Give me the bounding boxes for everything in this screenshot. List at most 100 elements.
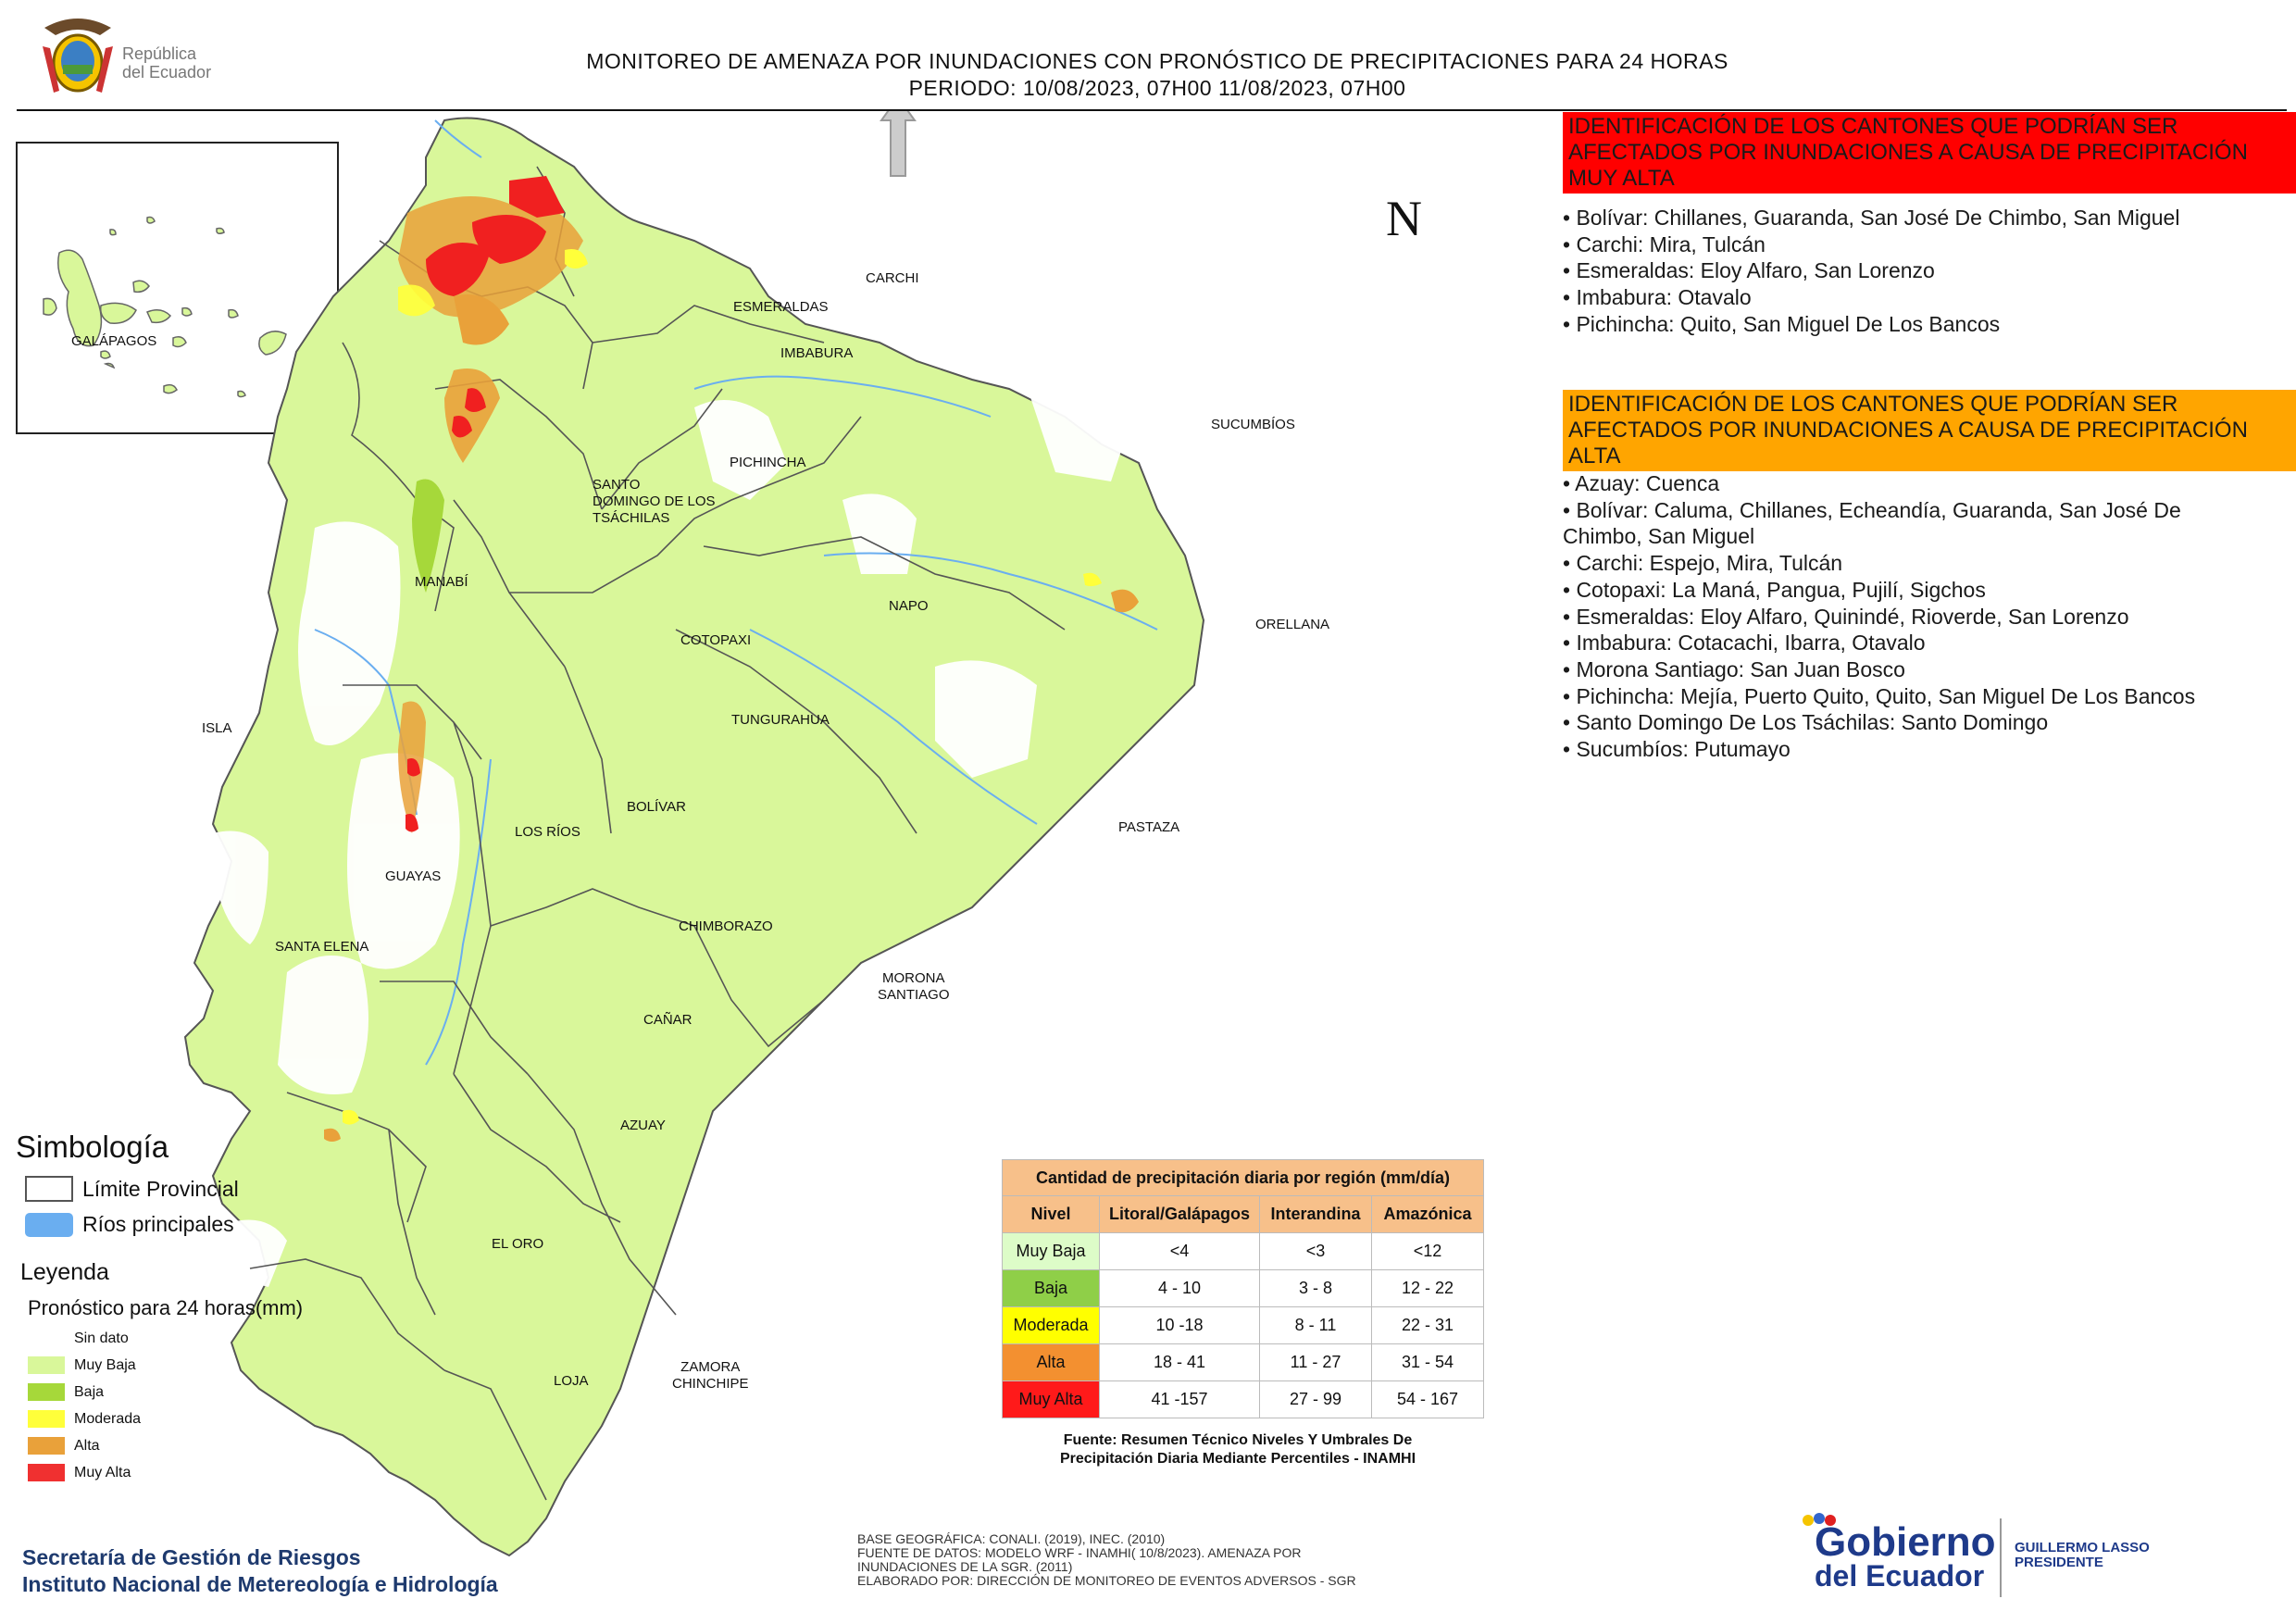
province-pichincha: PICHINCHA	[730, 455, 806, 470]
list-item: • Pichincha: Quito, San Miguel De Los Ba…	[1563, 311, 2001, 336]
legend-item: Muy Baja	[28, 1356, 136, 1374]
table-cell: Muy Baja	[1002, 1232, 1100, 1270]
province-loja: LOJA	[554, 1373, 589, 1389]
panel-alta-list: • Azuay: Cuenca • Bolívar: Caluma, Chill…	[1563, 470, 2195, 763]
list-item: • Morona Santiago: San Juan Bosco	[1563, 656, 1905, 681]
table-cell: Alta	[1002, 1343, 1100, 1381]
table-source: Fuente: Resumen Técnico Niveles Y Umbral…	[1002, 1431, 1474, 1468]
table-title: Cantidad de precipitación diaria por reg…	[1002, 1159, 1484, 1196]
credit-line: FUENTE DE DATOS: MODELO WRF - INAMHI( 10…	[857, 1545, 1302, 1560]
morona-line1: MORONA	[882, 970, 945, 986]
legend-item: Muy Alta	[28, 1464, 131, 1481]
table-row: Baja 4 - 10 3 - 8 12 - 22	[1002, 1269, 1484, 1307]
coat-of-arms-logo	[35, 9, 120, 100]
legend-rios-label: Ríos principales	[82, 1212, 234, 1236]
legend-limite-label: Límite Provincial	[82, 1176, 239, 1201]
table-cell: <4	[1099, 1232, 1260, 1270]
gov-line1: Gobierno	[1815, 1519, 1996, 1565]
province-carchi: CARCHI	[866, 270, 919, 286]
title-line1: MONITOREO DE AMENAZA POR INUNDACIONES CO…	[586, 49, 1728, 73]
swatch-sin-dato	[28, 1330, 65, 1347]
table-row: Muy Alta 41 -157 27 - 99 54 - 167	[1002, 1380, 1484, 1418]
province-morona-santiago: MORONA SANTIAGO	[878, 970, 950, 1004]
agency-line2: Instituto Nacional de Metereología e Hid…	[22, 1572, 498, 1596]
title-line2: PERIODO: 10/08/2023, 07H00 11/08/2023, 0…	[908, 76, 1406, 100]
province-isla: ISLA	[202, 720, 232, 736]
north-label: N	[1386, 191, 1422, 246]
sd-line3: TSÁCHILAS	[593, 510, 670, 526]
table-source-line2: Precipitación Diaria Mediante Percentile…	[1059, 1451, 1416, 1467]
province-orellana: ORELLANA	[1255, 617, 1330, 632]
province-sucumbios: SUCUMBÍOS	[1211, 417, 1295, 432]
table-cell: 3 - 8	[1259, 1269, 1372, 1307]
president-line2: PRESIDENTE	[2015, 1555, 2103, 1570]
table-row: Moderada 10 -18 8 - 11 22 - 31	[1002, 1306, 1484, 1344]
credit-line: BASE GEOGRÁFICA: CONALI. (2019), INEC. (…	[857, 1531, 1166, 1546]
province-zamora-chinchipe: ZAMORA CHINCHIPE	[672, 1359, 749, 1393]
legend-item-label: Muy Baja	[74, 1356, 136, 1373]
province-el-oro: EL ORO	[492, 1236, 544, 1252]
table-header: Nivel	[1002, 1195, 1100, 1233]
table-cell: 41 -157	[1099, 1380, 1260, 1418]
panel-muy-alta-list: • Bolívar: Chillanes, Guaranda, San José…	[1563, 205, 2179, 338]
list-item: • Santo Domingo De Los Tsáchilas: Santo …	[1563, 710, 2049, 735]
swatch-muy-baja	[28, 1356, 65, 1374]
swatch-moderada	[28, 1410, 65, 1428]
swatch-baja	[28, 1383, 65, 1401]
credit-line: INUNDACIONES DE LA SGR. (2011)	[857, 1559, 1073, 1574]
table-cell: 12 - 22	[1371, 1269, 1484, 1307]
zamora-line2: CHINCHIPE	[672, 1376, 749, 1392]
list-item: • Azuay: Cuenca	[1563, 471, 1720, 495]
table-cell: 10 -18	[1099, 1306, 1260, 1344]
swatch-alta	[28, 1437, 65, 1455]
president-line1: GUILLERMO LASSO	[2015, 1540, 2150, 1555]
table-row: Muy Baja <4 <3 <12	[1002, 1232, 1484, 1270]
list-item: • Pichincha: Mejía, Puerto Quito, Quito,…	[1563, 683, 2196, 708]
legend-item-label: Muy Alta	[74, 1464, 131, 1480]
province-cotopaxi: COTOPAXI	[680, 632, 752, 648]
morona-line2: SANTIAGO	[878, 987, 950, 1003]
province-santa-elena: SANTA ELENA	[275, 939, 369, 955]
province-chimborazo: CHIMBORAZO	[679, 918, 773, 934]
list-item: • Carchi: Mira, Tulcán	[1563, 231, 1766, 256]
logo-line2: del Ecuador	[122, 63, 212, 81]
legend-rios: Ríos principales	[25, 1212, 234, 1237]
galapagos-inset: GALÁPAGOS	[16, 142, 339, 434]
province-esmeraldas: ESMERALDAS	[733, 299, 829, 315]
legend-limite: Límite Provincial	[25, 1176, 239, 1202]
province-manabi: MANABÍ	[415, 574, 468, 590]
gobierno-logo: Gobierno del Ecuador	[1801, 1511, 1996, 1599]
province-napo: NAPO	[889, 598, 929, 614]
table-cell: Muy Alta	[1002, 1380, 1100, 1418]
province-imbabura: IMBABURA	[780, 345, 854, 361]
province-azuay: AZUAY	[620, 1118, 666, 1133]
sd-line1: SANTO	[593, 477, 641, 493]
list-item: Chimbo, San Miguel	[1563, 524, 1755, 549]
table-source-line1: Fuente: Resumen Técnico Niveles Y Umbral…	[1063, 1432, 1413, 1448]
sd-line2: DOMINGO DE LOS	[593, 493, 716, 509]
header-divider	[17, 109, 2287, 111]
province-guayas: GUAYAS	[385, 868, 442, 884]
province-bolivar: BOLÍVAR	[627, 799, 686, 815]
province-tungurahua: TUNGURAHUA	[731, 712, 830, 728]
province-santo-domingo: SANTO DOMINGO DE LOS TSÁCHILAS	[593, 477, 716, 527]
province-pastaza: PASTAZA	[1118, 819, 1180, 835]
legend-item-label: Baja	[74, 1383, 105, 1400]
table-cell: Baja	[1002, 1269, 1100, 1307]
list-item: • Carchi: Espejo, Mira, Tulcán	[1563, 551, 1843, 576]
ecuador-map	[176, 95, 1491, 1583]
inset-label-galapagos: GALÁPAGOS	[71, 333, 157, 349]
table-row: Alta 18 - 41 11 - 27 31 - 54	[1002, 1343, 1484, 1381]
north-arrow	[880, 95, 917, 177]
list-item: • Bolívar: Caluma, Chillanes, Echeandía,…	[1563, 497, 2181, 522]
table-cell: Moderada	[1002, 1306, 1100, 1344]
panel-alta-title: IDENTIFICACIÓN DE LOS CANTONES QUE PODRÍ…	[1563, 390, 2296, 471]
table-cell: 27 - 99	[1259, 1380, 1372, 1418]
legend-item-label: Moderada	[74, 1410, 142, 1427]
legend-item: Sin dato	[28, 1330, 129, 1347]
table-header: Litoral/Galápagos	[1099, 1195, 1260, 1233]
swatch-muy-alta	[28, 1464, 65, 1481]
gobierno-mark-icon	[1803, 1513, 1836, 1526]
agency-names: Secretaría de Gestión de Riesgos Institu…	[22, 1544, 498, 1598]
table-header: Amazónica	[1371, 1195, 1484, 1233]
